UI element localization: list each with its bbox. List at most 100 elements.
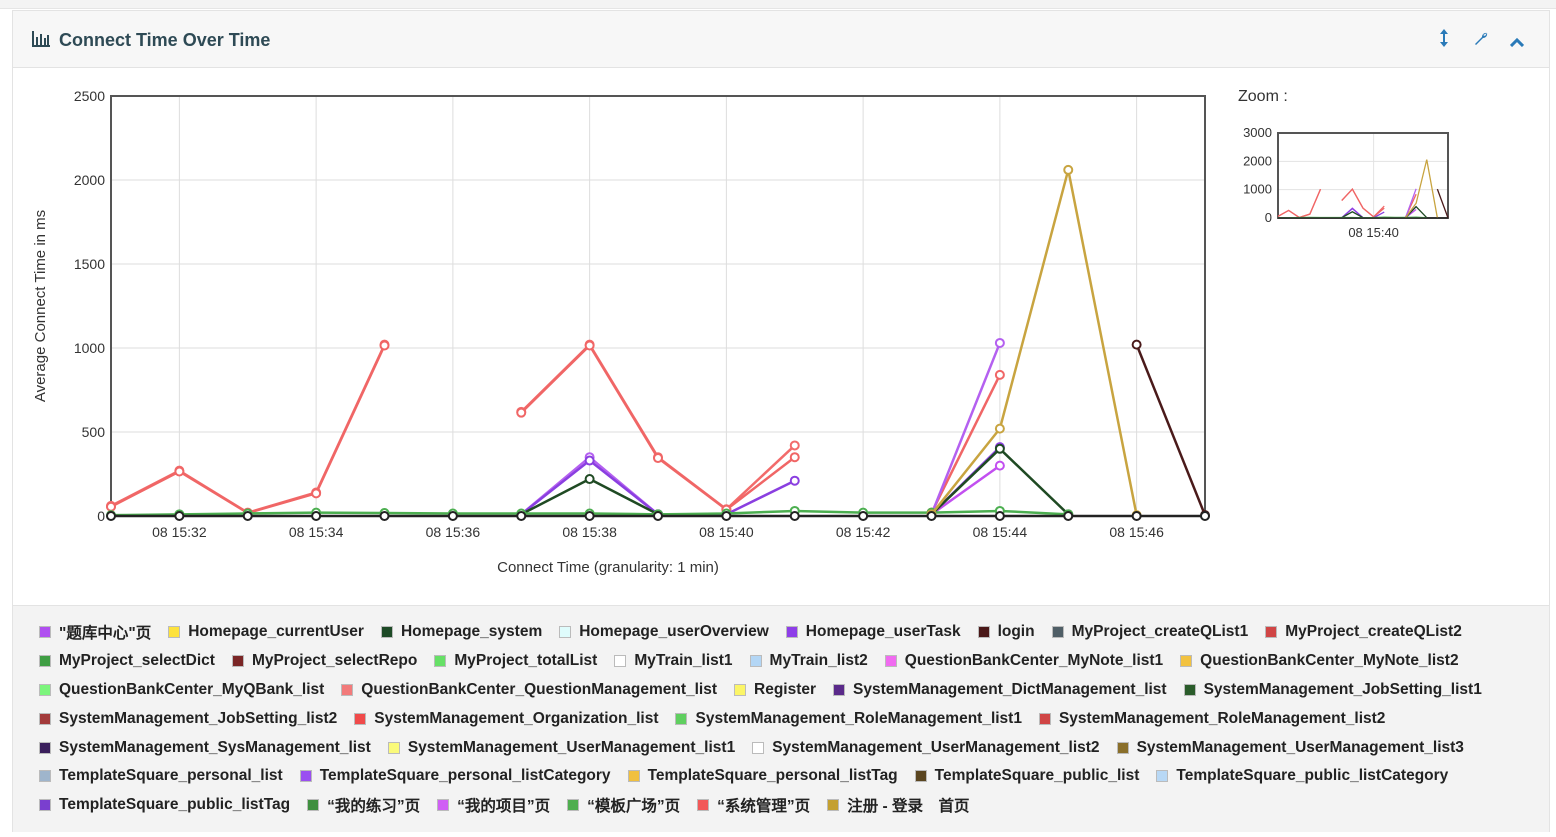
legend-item[interactable]: MyProject_createQList1: [1051, 618, 1249, 647]
legend-item[interactable]: SystemManagement_RoleManagement_list1: [675, 704, 1022, 733]
legend-swatch: [627, 770, 640, 783]
legend-item[interactable]: SystemManagement_Organization_list: [354, 704, 658, 733]
legend-item[interactable]: Homepage_system: [380, 618, 543, 647]
legend-label: SystemManagement_JobSetting_list1: [1203, 680, 1482, 698]
legend-item[interactable]: SystemManagement_DictManagement_list: [833, 676, 1167, 705]
x-tick-label: 08 15:46: [1109, 524, 1164, 540]
legend-item[interactable]: “系统管理”页: [697, 791, 810, 820]
data-point: [1063, 511, 1074, 521]
wrench-icon[interactable]: [1469, 31, 1493, 53]
legend-swatch: [307, 799, 320, 812]
y-axis-label: Average Connect Time in ms: [32, 210, 49, 402]
legend-item[interactable]: SystemManagement_SysManagement_list: [39, 733, 371, 762]
legend-item[interactable]: TemplateSquare_personal_listCategory: [299, 762, 611, 791]
legend-swatch: [39, 712, 51, 725]
legend-label: QuestionBankCenter_MyNote_list2: [1200, 652, 1459, 670]
zoom-series-line: [1436, 188, 1449, 219]
legend-item[interactable]: MyTrain_list2: [749, 647, 868, 676]
zoom-series-line: [1404, 159, 1439, 219]
legend-swatch: [1038, 712, 1051, 725]
zoom-y-tick: 0: [1265, 210, 1272, 225]
data-point: [858, 511, 869, 521]
legend-item[interactable]: MyProject_selectDict: [39, 647, 215, 676]
legend-item[interactable]: TemplateSquare_public_listCategory: [1156, 762, 1448, 791]
legend-swatch: [231, 655, 244, 668]
data-point: [379, 511, 390, 521]
series-line: [520, 343, 796, 511]
legend-item[interactable]: SystemManagement_JobSetting_list1: [1183, 676, 1482, 705]
data-point: [789, 452, 800, 463]
legend-swatch: [387, 741, 400, 754]
legend-label: SystemManagement_Organization_list: [374, 709, 659, 727]
legend-label: TemplateSquare_personal_list: [59, 767, 283, 785]
legend-label: MyProject_createQList1: [1071, 623, 1249, 641]
main-chart[interactable]: 0 500 1000 1500 2000 2500 08 15:32 08 15:34 08 1…: [13, 68, 1213, 598]
legend-item[interactable]: SystemManagement_UserManagement_list2: [752, 733, 1100, 762]
legend-item[interactable]: Register: [734, 676, 816, 705]
legend-item[interactable]: “模板广场”页: [567, 791, 680, 820]
legend-item[interactable]: SystemManagement_UserManagement_list1: [387, 733, 735, 762]
data-point: [994, 443, 1005, 454]
legend-item[interactable]: Homepage_userTask: [785, 618, 961, 647]
data-point: [311, 488, 322, 499]
legend-item[interactable]: "题库中心"页: [39, 618, 151, 647]
series-line: [930, 464, 1001, 516]
zoom-series-line: [1404, 188, 1417, 218]
legend-item[interactable]: SystemManagement_UserManagement_list3: [1116, 733, 1464, 762]
legend-item[interactable]: “我的练习”页: [307, 791, 420, 820]
legend-item[interactable]: QuestionBankCenter_MyQBank_list: [39, 676, 324, 705]
legend-swatch: [833, 683, 846, 696]
panel-tools: [1424, 29, 1529, 54]
legend-swatch: [437, 799, 450, 812]
legend-item[interactable]: login: [977, 618, 1035, 647]
legend-item[interactable]: “我的项目”页: [437, 791, 550, 820]
x-tick-label: 08 15:44: [973, 524, 1028, 540]
legend-label: QuestionBankCenter_QuestionManagement_li…: [361, 680, 718, 698]
data-point: [106, 501, 116, 512]
legend-item[interactable]: TemplateSquare_personal_listTag: [627, 762, 898, 791]
legend-label: login: [997, 623, 1035, 641]
legend-label: SystemManagement_RoleManagement_list1: [695, 709, 1022, 727]
legend-item[interactable]: QuestionBankCenter_MyNote_list1: [884, 647, 1163, 676]
expand-vertical-icon[interactable]: [1432, 29, 1456, 51]
y-tick-label: 2500: [74, 88, 105, 104]
legend-item[interactable]: MyProject_createQList2: [1265, 618, 1462, 647]
legend-label: Homepage_userOverview: [579, 623, 769, 641]
legend-label: MyProject_selectRepo: [251, 652, 418, 670]
data-point: [653, 453, 663, 464]
legend-item[interactable]: MyTrain_list1: [614, 647, 733, 676]
legend-item[interactable]: TemplateSquare_public_listTag: [39, 791, 290, 820]
chevron-up-icon[interactable]: [1505, 32, 1529, 54]
legend-item[interactable]: MyProject_selectRepo: [231, 647, 418, 676]
legend-item[interactable]: Homepage_userOverview: [559, 618, 769, 647]
legend-label: “我的练习”页: [327, 798, 421, 816]
legend-label: Homepage_userTask: [805, 623, 961, 641]
legend-item[interactable]: Homepage_currentUser: [168, 618, 364, 647]
legend-label: SystemManagement_SysManagement_list: [59, 738, 371, 756]
data-point: [1131, 511, 1142, 521]
legend-label: 注册 - 登录 首页: [847, 798, 970, 816]
legend-item[interactable]: TemplateSquare_personal_list: [39, 762, 283, 791]
legend-item[interactable]: MyProject_totalList: [434, 647, 597, 676]
legend-item[interactable]: TemplateSquare_public_list: [914, 762, 1139, 791]
x-tick-label: 08 15:42: [836, 524, 891, 540]
data-point: [379, 340, 390, 351]
legend-label: Homepage_system: [400, 623, 543, 641]
legend-swatch: [749, 655, 762, 668]
legend-swatch: [697, 799, 710, 812]
legend-label: “我的项目”页: [457, 798, 551, 816]
legend-item[interactable]: SystemManagement_RoleManagement_list2: [1038, 704, 1385, 733]
x-tick-label: 08 15:36: [426, 524, 481, 540]
data-point: [994, 511, 1005, 521]
legend-label: MyProject_selectDict: [59, 652, 215, 670]
legend-label: “模板广场”页: [587, 798, 681, 816]
legend-label: MyTrain_list1: [634, 652, 733, 670]
legend-item[interactable]: QuestionBankCenter_MyNote_list2: [1180, 647, 1459, 676]
legend-item[interactable]: 注册 - 登录 首页: [827, 791, 969, 820]
data-point: [174, 511, 185, 521]
legend-item[interactable]: QuestionBankCenter_QuestionManagement_li…: [341, 676, 717, 705]
legend-label: “系统管理”页: [717, 798, 811, 816]
zoom-chart[interactable]: 0 1000 2000 3000 08 15:40: [1228, 121, 1468, 261]
series-line: [1135, 344, 1207, 516]
legend-item[interactable]: SystemManagement_JobSetting_list2: [39, 704, 337, 733]
